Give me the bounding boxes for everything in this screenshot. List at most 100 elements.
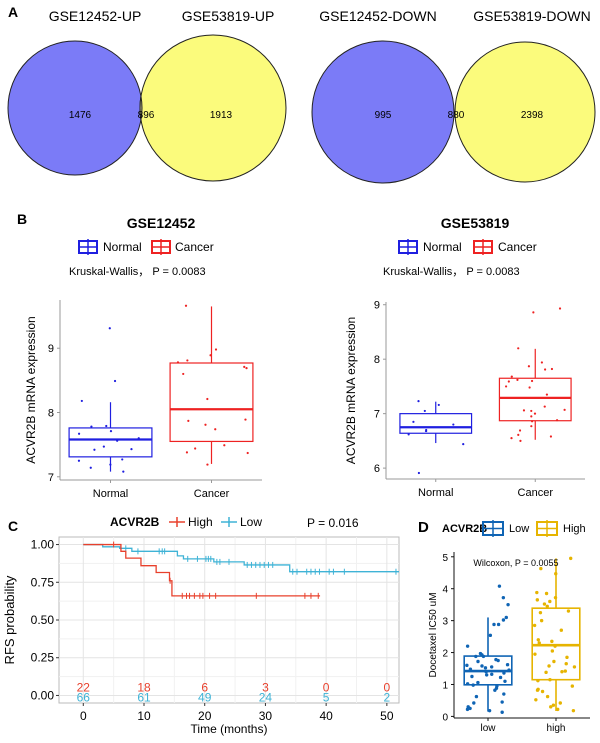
data-point	[465, 682, 470, 686]
x-tick-label: low	[480, 723, 496, 734]
data-point	[480, 664, 484, 668]
data-point	[543, 405, 546, 408]
data-point	[194, 447, 197, 450]
stat-test-text: Kruskal-Wallis， P = 0.0083	[383, 266, 520, 278]
data-point	[556, 707, 560, 712]
data-point	[407, 433, 410, 436]
y-tick-label: 4	[442, 585, 448, 596]
data-point	[182, 372, 185, 376]
data-point	[548, 677, 552, 682]
data-point	[113, 379, 117, 383]
venn-circle-gse12452-down	[311, 40, 455, 184]
data-point	[540, 689, 545, 694]
data-point	[537, 641, 541, 645]
panel-label-c: C	[8, 518, 18, 534]
data-point	[535, 598, 540, 602]
risk-count-low: 66	[77, 690, 91, 704]
data-point	[130, 448, 133, 451]
venn-count-left-only: 995	[375, 110, 392, 121]
data-point	[564, 662, 568, 666]
data-point	[503, 679, 507, 683]
data-point	[504, 615, 508, 620]
box-iqr	[399, 413, 473, 434]
venn-diagram-up: GSE12452-UP GSE53819-UP 1476 896 1913	[7, 8, 287, 182]
data-point	[246, 451, 249, 455]
data-point	[223, 444, 226, 447]
data-point	[536, 638, 540, 642]
data-point	[77, 432, 81, 435]
risk-count-low: 24	[259, 690, 273, 704]
x-tick-label: Normal	[418, 487, 453, 499]
data-point	[563, 408, 566, 411]
x-tick-label: 40	[319, 709, 333, 723]
data-point	[90, 425, 93, 428]
km-legend-key-low	[221, 517, 237, 527]
panel-label-a: A	[8, 4, 18, 20]
x-tick-label: 50	[380, 709, 394, 723]
data-point	[185, 451, 189, 454]
data-point	[184, 304, 188, 307]
y-tick-label: 0.50	[31, 613, 55, 627]
y-axis-label: RFS probability	[2, 575, 17, 664]
data-point	[186, 359, 189, 362]
data-point	[545, 393, 549, 396]
x-tick-label: high	[547, 723, 566, 734]
venn-circle-gse53819-down	[454, 41, 596, 183]
legend: Normal Cancer	[78, 239, 214, 255]
data-point	[476, 659, 480, 664]
risk-count-high: 0	[323, 680, 330, 694]
y-tick-label: 5	[442, 553, 448, 564]
legend-label-normal: Normal	[423, 240, 462, 254]
data-point	[470, 674, 474, 679]
data-point	[550, 367, 554, 371]
risk-count-low: 5	[323, 690, 330, 704]
risk-count-low: 61	[137, 690, 151, 704]
venn-diagram-down: GSE12452-DOWN GSE53819-DOWN 995 880 2398	[311, 8, 596, 184]
risk-count-high: 3	[262, 680, 269, 694]
data-point	[474, 694, 479, 699]
box-title: GSE12452	[127, 215, 196, 231]
x-tick-label: 30	[259, 709, 273, 723]
data-point	[559, 628, 564, 632]
data-point	[502, 671, 506, 675]
x-tick-label: 0	[80, 709, 87, 723]
data-point	[530, 379, 534, 383]
data-point	[476, 680, 480, 685]
data-point	[542, 602, 547, 606]
y-tick-label: 0.00	[31, 688, 55, 702]
data-point	[540, 361, 543, 364]
x-tick-label: 20	[198, 709, 212, 723]
panel-label-d: D	[418, 519, 429, 536]
data-point	[566, 609, 571, 613]
venn-overlap-up	[139, 96, 143, 120]
data-point	[452, 423, 455, 426]
boxplot-docetaxel: 0 1 2 3 4 5 Docetaxel IC50 uM low high Wilcoxon, …	[428, 552, 590, 734]
data-point	[533, 412, 537, 415]
data-point	[532, 623, 537, 628]
data-point	[417, 400, 420, 403]
risk-count-high: 6	[201, 680, 208, 694]
legend-label-cancer: Cancer	[498, 240, 537, 254]
venn-count-overlap: 896	[138, 110, 155, 121]
data-point	[502, 692, 506, 696]
data-point	[116, 439, 119, 442]
y-tick-label: 8	[374, 354, 380, 366]
legend-key-high	[536, 520, 558, 537]
data-point	[550, 649, 555, 653]
data-point	[505, 662, 510, 667]
y-tick-label: 1.00	[31, 538, 55, 552]
data-point	[519, 439, 522, 442]
boxplot-gse12452: 7 8 9 ACVR2B mRNA expression Normal Cancer	[24, 300, 262, 500]
data-point	[530, 415, 533, 418]
venn-set-label: GSE12452-UP	[49, 8, 142, 24]
data-point	[187, 419, 190, 422]
data-point	[530, 409, 533, 413]
data-point	[571, 708, 576, 713]
data-point	[137, 437, 140, 440]
data-point	[204, 423, 207, 426]
data-point	[504, 385, 508, 388]
legend-key-low	[482, 520, 504, 537]
y-tick-label: 7	[374, 409, 380, 421]
data-point	[506, 602, 510, 607]
data-point	[490, 672, 494, 676]
